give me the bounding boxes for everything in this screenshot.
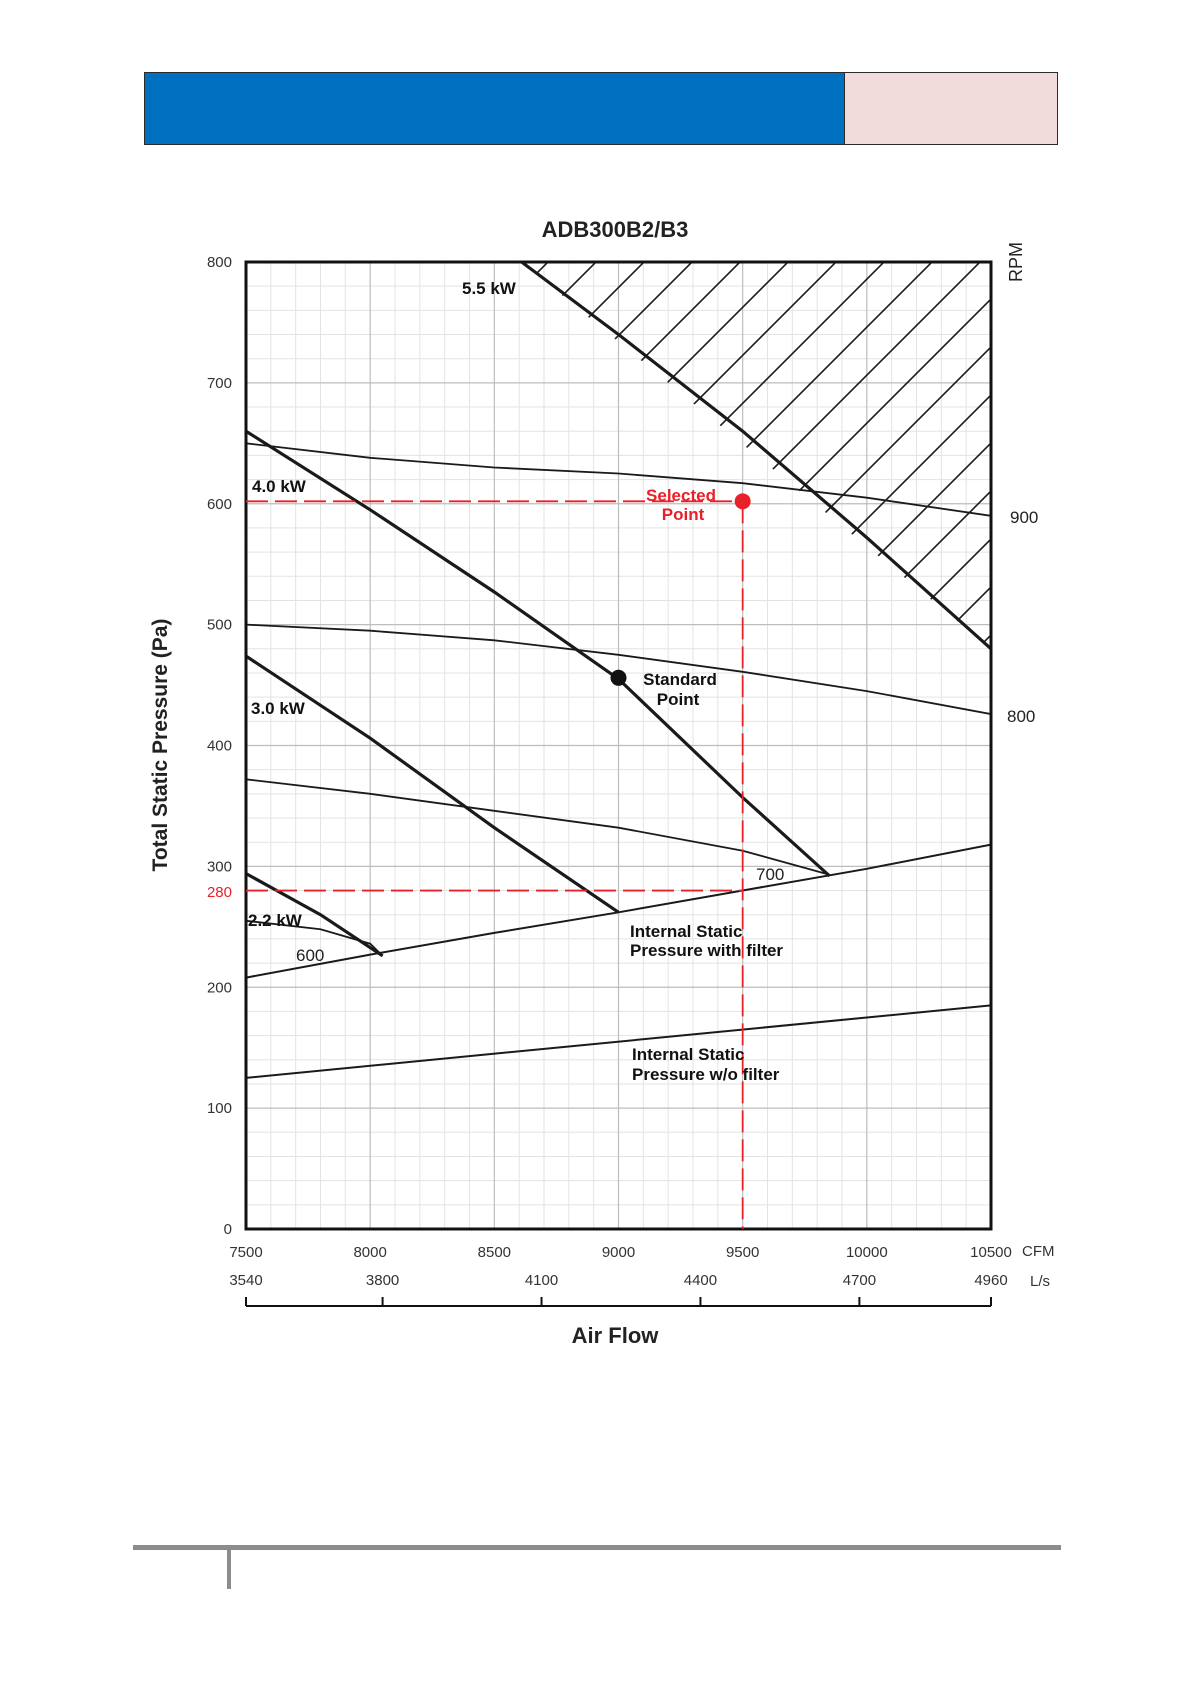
power-label-3-0kw: 3.0 kW (251, 699, 306, 718)
system-label-nofilter-1: Internal Static (632, 1045, 744, 1064)
selected-point-label-1: Selected (646, 486, 716, 505)
hatch-line (859, 262, 991, 649)
header-tint-panel (845, 73, 1057, 144)
page-header-band (144, 72, 1058, 145)
y-tick-label: 700 (207, 375, 232, 392)
y-tick-label: 400 (207, 738, 232, 755)
y-tick-label: 0 (224, 1221, 232, 1238)
x-tick-label: 7500 (229, 1244, 262, 1261)
hatch-line (521, 262, 991, 649)
hatch-line (811, 262, 991, 649)
rpm-curve-800 (246, 623, 991, 715)
x-tick-label: 8000 (353, 1244, 386, 1261)
rpm-curve-600 (246, 919, 384, 957)
x-tick-label: 10000 (846, 1244, 888, 1261)
x-tick-label: 10500 (970, 1244, 1012, 1261)
x2-tick-label: 4100 (525, 1272, 558, 1289)
x-axis-unit-ls: L/s (1030, 1273, 1050, 1290)
x-axis-label: Air Flow (572, 1323, 660, 1348)
y-tick-label: 100 (207, 1100, 232, 1117)
standard-point-dot (610, 669, 627, 686)
selected-marker-y-label: 280 (207, 884, 232, 901)
power-label-2-2kw: 2.2 kW (248, 911, 303, 930)
power-curve-2-2-kW (246, 872, 384, 958)
hatch-line (619, 262, 991, 649)
rpm-curve-900 (246, 442, 991, 517)
power-curve-5-5-kW (520, 262, 991, 650)
system-label-filter-2: Pressure with filter (630, 941, 783, 960)
power-label-5-5kw: 5.5 kW (462, 279, 517, 298)
y-tick-label: 600 (207, 496, 232, 513)
chart-title: ADB300B2/B3 (542, 217, 689, 242)
system-label-filter-1: Internal Static (630, 922, 742, 941)
plot-frame (244, 260, 993, 1231)
rpm-curve-700 (246, 778, 830, 876)
x2-tick-label: 4960 (974, 1272, 1007, 1289)
header-blue-panel (145, 73, 845, 144)
hatch-line (521, 262, 989, 649)
curves (246, 262, 991, 1079)
hatch-line (715, 262, 991, 649)
standard-point-label-1: Standard (643, 670, 717, 689)
x2-tick-label: 4400 (684, 1272, 717, 1289)
x-tick-label: 9500 (726, 1244, 759, 1261)
hatch-line (521, 262, 991, 649)
secondary-x-axis: 3540 3800 4100 4400 4700 4960 (229, 1272, 1008, 1307)
hatch-line (571, 262, 991, 649)
y-axis-label: Total Static Pressure (Pa) (149, 619, 172, 872)
x-axis-unit-cfm: CFM (1022, 1243, 1055, 1260)
y-tick-label: 300 (207, 858, 232, 875)
rpm-axis-label: RPM (1006, 242, 1026, 282)
power-label-4-0kw: 4.0 kW (252, 477, 307, 496)
selected-point-label-2: Point (662, 505, 705, 524)
y-tick-label: 200 (207, 979, 232, 996)
y-tick-label: 800 (207, 254, 232, 271)
rpm-label-700: 700 (756, 865, 784, 884)
markers (246, 493, 751, 1229)
rpm-label-600: 600 (296, 946, 324, 965)
hatch-line (523, 262, 991, 649)
rpm-label-900: 900 (1010, 508, 1038, 527)
hatch-line (521, 262, 701, 649)
hatched-region (521, 262, 991, 649)
rpm-label-800: 800 (1007, 707, 1035, 726)
hatch-lines (521, 262, 991, 649)
power-curve-4-0-kW (246, 429, 831, 878)
x2-tick-label: 3540 (229, 1272, 262, 1289)
hatch-line (667, 262, 991, 649)
standard-point-label-2: Point (657, 690, 700, 709)
x2-tick-label: 4700 (843, 1272, 876, 1289)
selected-point-dot (734, 493, 751, 510)
x-tick-label: 9000 (602, 1244, 635, 1261)
system-label-nofilter-2: Pressure w/o filter (632, 1065, 780, 1084)
x-tick-label: 8500 (478, 1244, 511, 1261)
power-curve-3-0-kW (246, 654, 620, 914)
hatch-line (521, 262, 941, 649)
hatch-line (521, 262, 991, 649)
footer-rule (133, 1545, 1061, 1550)
footer-divider (227, 1550, 231, 1589)
system-curve-without-filter (246, 1004, 991, 1079)
y-tick-label: 500 (207, 617, 232, 634)
y-tick-labels: 0 100 200 300 400 500 600 700 800 (207, 254, 232, 1238)
x-tick-labels: 7500 8000 8500 9000 9500 10000 10500 (229, 1244, 1012, 1261)
hatch-line (521, 262, 797, 649)
x2-tick-label: 3800 (366, 1272, 399, 1289)
